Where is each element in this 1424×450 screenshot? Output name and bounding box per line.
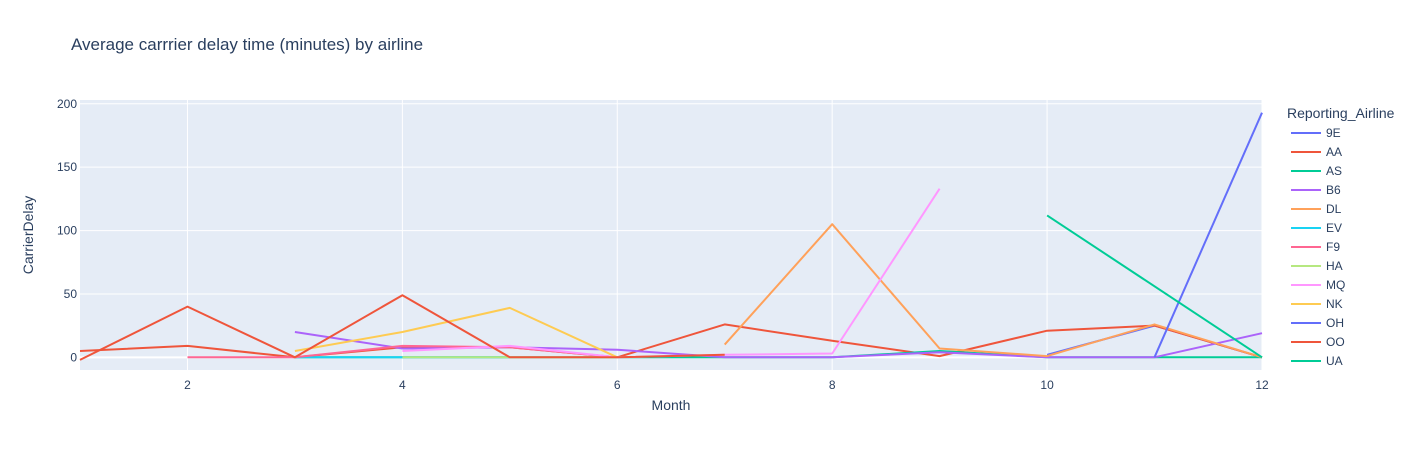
legend-items: 9E AA AS B6 DL EV F9 HA MQ NK OH OO UA [1291, 126, 1345, 368]
y-axis-ticks: 0 50 100 150 200 [57, 97, 77, 365]
y-tick-label: 200 [57, 97, 77, 111]
series-line-nk[interactable] [294, 306, 618, 359]
legend-item-9e[interactable]: 9E [1291, 126, 1341, 140]
legend-item-mq[interactable]: MQ [1291, 278, 1345, 292]
x-tick-label: 2 [184, 378, 191, 392]
y-tick-label: 50 [64, 287, 78, 301]
x-tick-label: 10 [1040, 378, 1054, 392]
legend-item-dl[interactable]: DL [1291, 202, 1342, 216]
y-axis-title: CarrierDelay [20, 196, 36, 275]
legend-item-b6[interactable]: B6 [1291, 183, 1341, 197]
legend-label: OH [1326, 316, 1344, 330]
series-line-dl[interactable] [723, 223, 1263, 359]
legend-label: HA [1326, 259, 1343, 273]
legend-label: AS [1326, 164, 1342, 178]
legend-item-oh[interactable]: OH [1291, 316, 1344, 330]
x-tick-label: 4 [399, 378, 406, 392]
legend-item-aa[interactable]: AA [1291, 145, 1342, 159]
legend-label: AA [1326, 145, 1342, 159]
legend-label: B6 [1326, 183, 1341, 197]
legend: Reporting_Airline 9E AA AS B6 DL EV F9 HA MQ NK OH… [1287, 105, 1395, 368]
x-gridlines [186, 100, 1263, 370]
legend-item-oo[interactable]: OO [1291, 335, 1345, 349]
legend-item-ev[interactable]: EV [1291, 221, 1342, 235]
series-line-ua[interactable] [1046, 214, 1263, 359]
legend-label: EV [1326, 221, 1342, 235]
chart-title: Average carrrier delay time (minutes) by… [71, 35, 423, 54]
legend-item-f9[interactable]: F9 [1291, 240, 1340, 254]
plot-background [80, 100, 1262, 370]
x-axis-title: Month [652, 397, 691, 413]
legend-label: MQ [1326, 278, 1345, 292]
series-lines [79, 112, 1263, 361]
legend-label: 9E [1326, 126, 1341, 140]
legend-label: UA [1326, 354, 1343, 368]
series-line-aa[interactable] [79, 323, 1263, 359]
x-tick-label: 8 [829, 378, 836, 392]
series-line-oh[interactable] [1153, 112, 1263, 358]
y-tick-label: 100 [57, 224, 77, 238]
legend-item-ha[interactable]: HA [1291, 259, 1343, 273]
legend-label: DL [1326, 202, 1342, 216]
legend-item-ua[interactable]: UA [1291, 354, 1343, 368]
series-line-oo[interactable] [79, 294, 725, 361]
x-tick-label: 6 [614, 378, 621, 392]
y-tick-label: 0 [70, 350, 77, 364]
x-tick-label: 12 [1255, 378, 1269, 392]
legend-label: F9 [1326, 240, 1340, 254]
legend-item-nk[interactable]: NK [1291, 297, 1343, 311]
x-axis-ticks: 2 4 6 8 10 12 [184, 378, 1269, 392]
legend-item-as[interactable]: AS [1291, 164, 1342, 178]
plot-area[interactable] [79, 100, 1263, 370]
legend-label: OO [1326, 335, 1345, 349]
legend-title: Reporting_Airline [1287, 105, 1395, 121]
legend-label: NK [1326, 297, 1343, 311]
y-tick-label: 150 [57, 160, 77, 174]
